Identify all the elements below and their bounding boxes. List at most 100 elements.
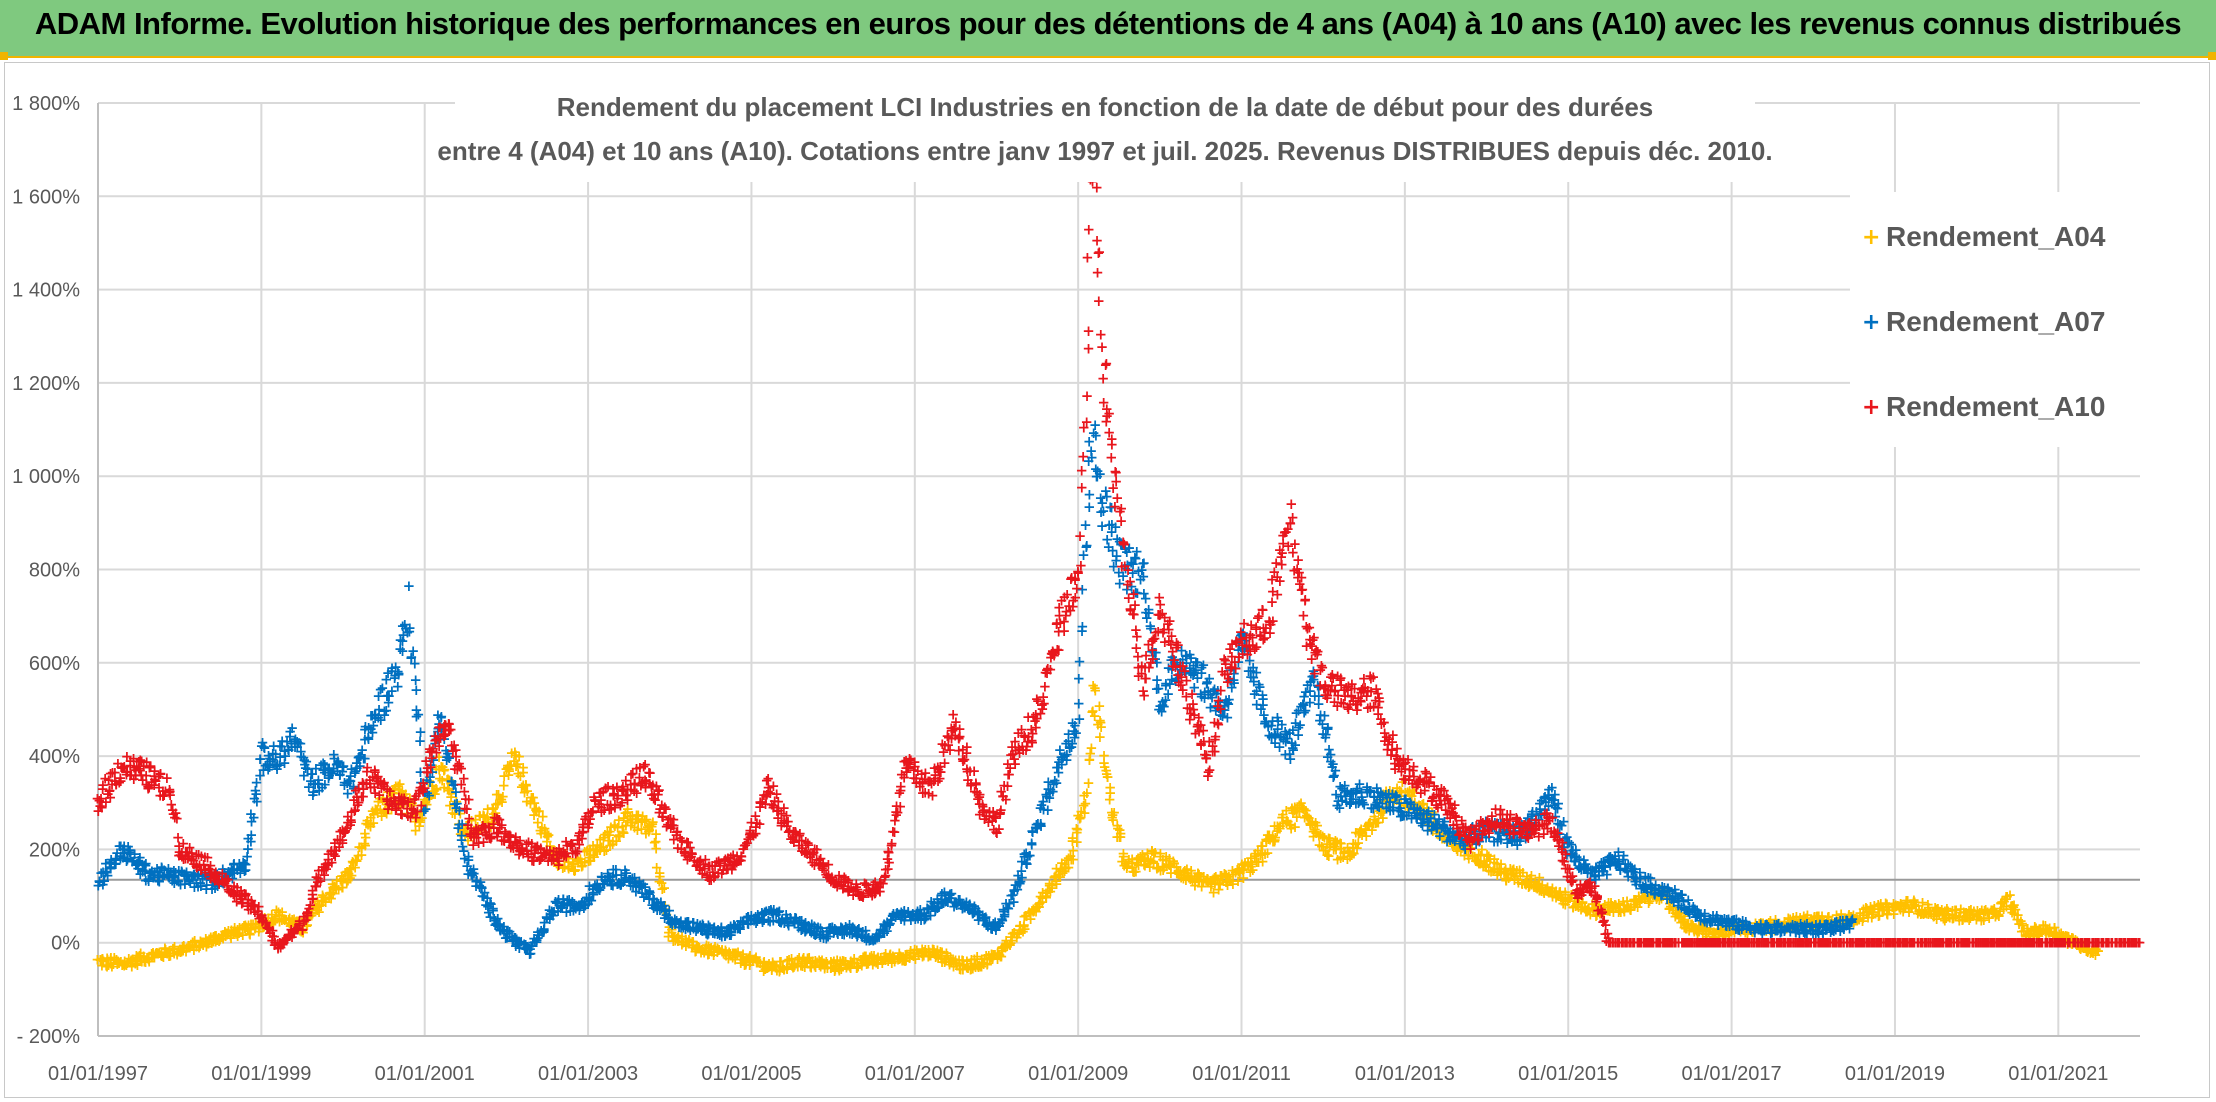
data-point: + — [279, 910, 292, 928]
data-point: + — [184, 937, 197, 955]
data-point: + — [152, 944, 165, 962]
data-point: + — [240, 918, 253, 936]
data-point: + — [245, 920, 258, 938]
data-point: + — [151, 943, 164, 961]
data-point: + — [227, 922, 240, 940]
data-point: + — [1094, 465, 1107, 483]
data-point: + — [186, 936, 199, 954]
data-point: + — [268, 910, 281, 928]
data-point: + — [143, 950, 156, 968]
data-point: + — [208, 928, 221, 946]
data-point: + — [268, 911, 281, 929]
data-point: + — [195, 933, 208, 951]
data-point: + — [313, 903, 326, 921]
data-point: + — [194, 937, 207, 955]
data-point: + — [197, 933, 210, 951]
data-point: + — [153, 943, 166, 961]
y-tick-label: 1 000% — [12, 466, 80, 488]
data-point: + — [255, 914, 268, 932]
data-point: + — [135, 953, 148, 971]
data-point: + — [304, 907, 317, 925]
x-tick-label: 01/01/2009 — [1028, 1063, 1128, 1085]
data-point: + — [225, 929, 238, 947]
data-point: + — [207, 928, 220, 946]
data-point: + — [161, 945, 174, 963]
data-point: + — [230, 923, 243, 941]
data-point: + — [310, 898, 323, 916]
data-point: + — [182, 937, 195, 955]
corner-marker-left — [0, 52, 8, 60]
data-point: + — [288, 910, 301, 928]
data-point: + — [111, 952, 124, 970]
data-point: + — [178, 938, 191, 956]
data-points: ++++++++++++++++++++++++++++++++++++++++… — [91, 141, 2146, 980]
data-point: + — [219, 923, 232, 941]
data-point: + — [210, 926, 223, 944]
data-point: + — [200, 930, 213, 948]
x-tick-label: 01/01/2011 — [1192, 1063, 1291, 1085]
data-point: + — [204, 928, 217, 946]
data-point: + — [134, 944, 147, 962]
data-point: + — [180, 943, 193, 961]
data-point: + — [156, 947, 169, 965]
data-point: + — [171, 809, 184, 827]
data-point: + — [160, 944, 173, 962]
data-point: + — [168, 937, 181, 955]
data-point: + — [190, 937, 203, 955]
data-point: + — [101, 949, 114, 967]
data-point: + — [1073, 710, 1086, 728]
data-point: + — [129, 954, 142, 972]
data-point: + — [96, 950, 109, 968]
data-point: + — [106, 958, 119, 976]
data-point: + — [176, 938, 189, 956]
data-point: + — [101, 951, 114, 969]
y-tick-label: - 200% — [17, 1026, 81, 1048]
data-point: + — [233, 919, 246, 937]
data-point: + — [174, 943, 187, 961]
data-point: + — [211, 931, 224, 949]
data-point: + — [1076, 617, 1089, 635]
data-point: + — [105, 949, 118, 967]
data-point: + — [217, 926, 230, 944]
data-point: + — [233, 924, 246, 942]
data-point: + — [293, 917, 306, 935]
data-point: + — [306, 905, 319, 923]
data-point: + — [138, 948, 151, 966]
data-point: + — [164, 946, 177, 964]
data-point: + — [294, 922, 307, 940]
data-point: + — [239, 919, 252, 937]
data-point: + — [279, 910, 292, 928]
data-point: + — [267, 914, 280, 932]
y-tick-label: 1 400% — [12, 280, 80, 302]
y-tick-label: 800% — [29, 560, 80, 582]
data-point: + — [283, 911, 296, 929]
x-tick-label: 01/01/2001 — [375, 1063, 475, 1085]
data-point: + — [231, 925, 244, 943]
data-point: + — [197, 933, 210, 951]
data-point: + — [188, 931, 201, 949]
data-point: + — [278, 911, 291, 929]
data-point: + — [163, 947, 176, 965]
data-point: + — [145, 945, 158, 963]
data-point: + — [262, 917, 275, 935]
data-point: + — [152, 944, 165, 962]
data-point: + — [315, 896, 328, 914]
data-point: + — [248, 808, 261, 826]
y-tick-label: 1 600% — [12, 186, 80, 208]
data-point: + — [276, 911, 289, 929]
data-point: + — [227, 924, 240, 942]
data-point: + — [125, 951, 138, 969]
data-point: + — [253, 919, 266, 937]
data-point: + — [155, 947, 168, 965]
data-point: + — [125, 952, 138, 970]
data-point: + — [150, 944, 163, 962]
data-point: + — [285, 916, 298, 934]
data-point: + — [126, 952, 139, 970]
data-point: + — [116, 956, 129, 974]
gridlines — [97, 102, 2140, 1037]
data-point: + — [304, 904, 317, 922]
data-point: + — [419, 779, 432, 797]
data-point: + — [222, 922, 235, 940]
data-point: + — [205, 934, 218, 952]
data-point: + — [168, 945, 181, 963]
